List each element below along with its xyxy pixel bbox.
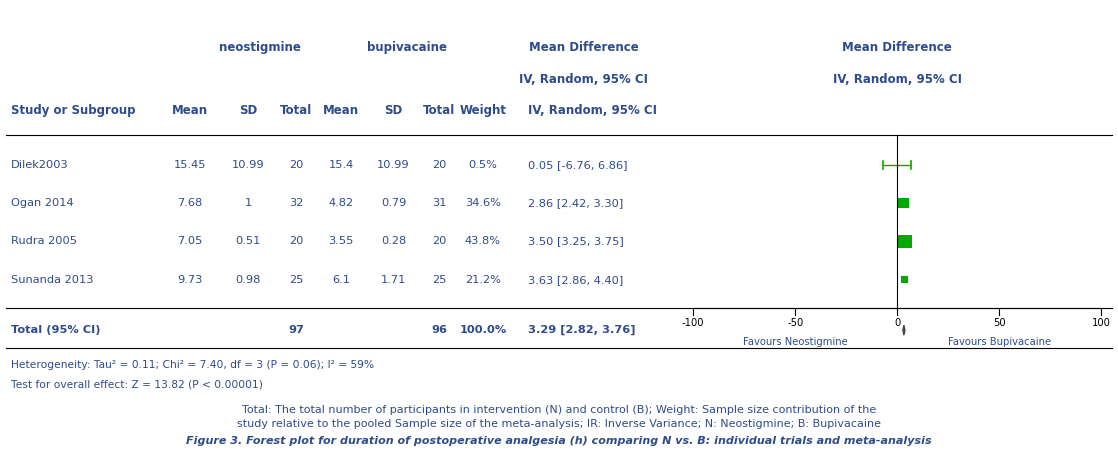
Text: SD: SD	[385, 104, 402, 117]
Text: Dilek2003: Dilek2003	[11, 160, 69, 170]
Text: 3.50 [3.25, 3.75]: 3.50 [3.25, 3.75]	[528, 236, 624, 246]
Text: 20: 20	[290, 236, 303, 246]
Bar	[897, 235, 911, 248]
Text: 4.82: 4.82	[329, 198, 353, 208]
Text: 2.86 [2.42, 3.30]: 2.86 [2.42, 3.30]	[528, 198, 623, 208]
Text: 3.55: 3.55	[329, 236, 353, 246]
Text: 7.68: 7.68	[178, 198, 202, 208]
Text: 15.4: 15.4	[329, 160, 353, 170]
Text: SD: SD	[239, 104, 257, 117]
Text: Weight: Weight	[459, 104, 506, 117]
Text: 50: 50	[993, 318, 1005, 328]
Text: Sunanda 2013: Sunanda 2013	[11, 275, 94, 285]
Text: 25: 25	[433, 275, 446, 285]
Text: 96: 96	[432, 325, 447, 335]
Text: 25: 25	[290, 275, 303, 285]
Text: 32: 32	[290, 198, 303, 208]
Text: 0.28: 0.28	[381, 236, 406, 246]
Text: bupivacaine: bupivacaine	[367, 41, 447, 54]
Text: 10.99: 10.99	[231, 160, 265, 170]
Text: Favours Bupivacaine: Favours Bupivacaine	[948, 337, 1051, 347]
Text: 7.05: 7.05	[178, 236, 202, 246]
Text: 21.2%: 21.2%	[465, 275, 501, 285]
Text: 20: 20	[433, 160, 446, 170]
Text: 43.8%: 43.8%	[465, 236, 501, 246]
Text: Ogan 2014: Ogan 2014	[11, 198, 74, 208]
Bar	[901, 276, 908, 283]
Text: 97: 97	[288, 325, 304, 335]
Text: Mean: Mean	[323, 104, 359, 117]
Text: Total (95% CI): Total (95% CI)	[11, 325, 101, 335]
Text: Mean Difference: Mean Difference	[529, 41, 638, 54]
Text: 31: 31	[433, 198, 446, 208]
Text: Study or Subgroup: Study or Subgroup	[11, 104, 135, 117]
Text: 0: 0	[894, 318, 900, 328]
Text: 34.6%: 34.6%	[465, 198, 501, 208]
Text: 0.05 [-6.76, 6.86]: 0.05 [-6.76, 6.86]	[528, 160, 627, 170]
Text: 10.99: 10.99	[377, 160, 410, 170]
Text: -50: -50	[787, 318, 804, 328]
Polygon shape	[903, 325, 904, 335]
Text: 15.45: 15.45	[173, 160, 207, 170]
Text: Heterogeneity: Tau² = 0.11; Chi² = 7.40, df = 3 (P = 0.06); I² = 59%: Heterogeneity: Tau² = 0.11; Chi² = 7.40,…	[11, 360, 375, 370]
Text: Rudra 2005: Rudra 2005	[11, 236, 77, 246]
Text: IV, Random, 95% CI: IV, Random, 95% CI	[528, 104, 656, 117]
Text: 20: 20	[290, 160, 303, 170]
Text: Mean Difference: Mean Difference	[842, 41, 953, 54]
Text: 9.73: 9.73	[178, 275, 202, 285]
Text: 0.5%: 0.5%	[468, 160, 498, 170]
Text: -100: -100	[682, 318, 704, 328]
Text: IV, Random, 95% CI: IV, Random, 95% CI	[519, 73, 648, 86]
Text: neostigmine: neostigmine	[219, 41, 301, 54]
Text: 3.63 [2.86, 4.40]: 3.63 [2.86, 4.40]	[528, 275, 623, 285]
Text: 20: 20	[433, 236, 446, 246]
Text: Total: Total	[281, 104, 312, 117]
Text: Mean: Mean	[172, 104, 208, 117]
Text: 3.29 [2.82, 3.76]: 3.29 [2.82, 3.76]	[528, 325, 635, 335]
Text: 100: 100	[1092, 318, 1110, 328]
Text: 100.0%: 100.0%	[459, 325, 506, 335]
Bar	[898, 198, 909, 208]
Text: Favours Neostigmine: Favours Neostigmine	[742, 337, 847, 347]
Text: study relative to the pooled Sample size of the meta-analysis; IR: Inverse Varia: study relative to the pooled Sample size…	[237, 419, 881, 429]
Text: 1: 1	[245, 198, 252, 208]
Text: Test for overall effect: Z = 13.82 (P < 0.00001): Test for overall effect: Z = 13.82 (P < …	[11, 379, 263, 389]
Text: 0.98: 0.98	[236, 275, 260, 285]
Text: Total: The total number of participants in intervention (N) and control (B); Wei: Total: The total number of participants …	[241, 405, 877, 415]
Text: 0.79: 0.79	[381, 198, 406, 208]
Text: Total: Total	[424, 104, 455, 117]
Text: Figure 3. Forest plot for duration of postoperative analgesia (h) comparing N vs: Figure 3. Forest plot for duration of po…	[187, 437, 931, 446]
Text: 6.1: 6.1	[332, 275, 350, 285]
Text: IV, Random, 95% CI: IV, Random, 95% CI	[833, 73, 961, 86]
Text: 1.71: 1.71	[381, 275, 406, 285]
Text: 0.51: 0.51	[236, 236, 260, 246]
